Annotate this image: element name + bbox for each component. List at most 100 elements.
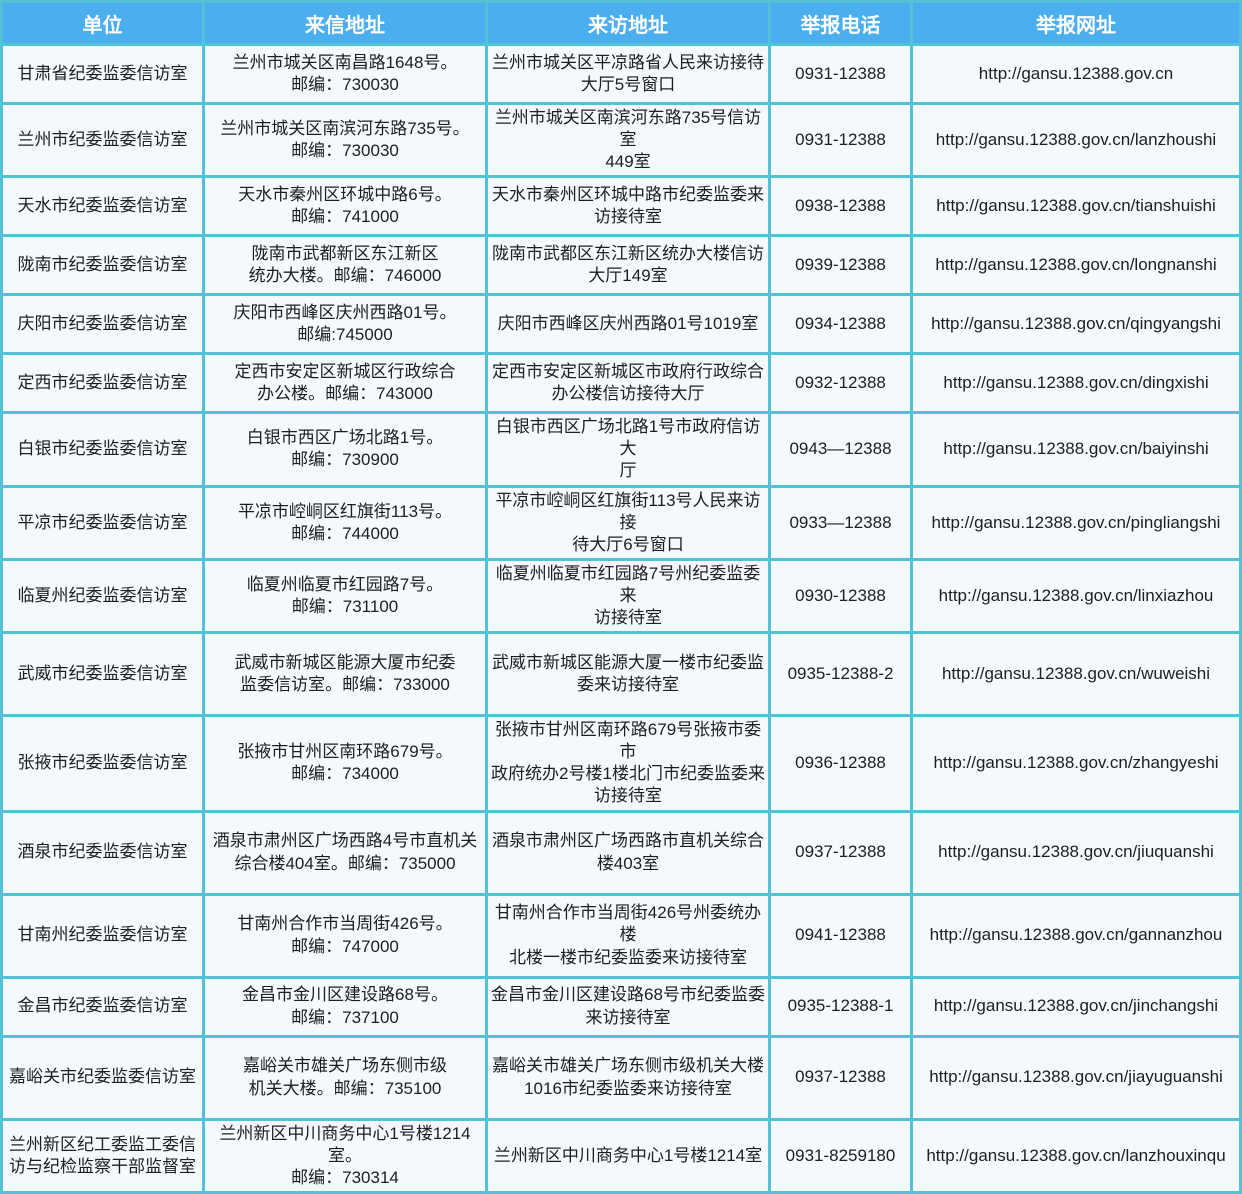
- visit-address-cell: 兰州新区中川商务中心1号楼1214室: [488, 1120, 768, 1191]
- report-website-cell: http://gansu.12388.gov.cn/linxiazhou: [913, 560, 1239, 632]
- table-row: 武威市纪委监委信访室 武威市新城区能源大厦市纪委 监委信访室。邮编：733000 武…: [3, 634, 1239, 715]
- report-website-cell: http://gansu.12388.gov.cn/jiayuguanshi: [913, 1037, 1239, 1118]
- report-phone-cell: 0939-12388: [771, 237, 910, 294]
- header-row: 单位 来信地址 来访地址 举报电话 举报网址: [3, 3, 1239, 43]
- visit-address-cell: 庆阳市西峰区庆州西路01号1019室: [488, 296, 768, 353]
- report-phone-cell: 0931-12388: [771, 46, 910, 102]
- visit-address-cell: 兰州市城关区南滨河东路735号信访室 449室: [488, 105, 768, 176]
- report-phone-cell: 0934-12388: [771, 296, 910, 353]
- mail-address-cell: 庆阳市西峰区庆州西路01号。 邮编:745000: [205, 296, 485, 353]
- table-row: 张掖市纪委监委信访室 张掖市甘州区南环路679号。 邮编：734000 张掖市甘州区…: [3, 717, 1239, 810]
- table-row: 定西市纪委监委信访室 定西市安定区新城区行政综合 办公楼。邮编：743000 定西市…: [3, 355, 1239, 412]
- mail-address-cell: 兰州市城关区南滨河东路735号。 邮编：730030: [205, 105, 485, 176]
- unit-cell: 天水市纪委监委信访室: [3, 178, 202, 235]
- mail-address-cell: 武威市新城区能源大厦市纪委 监委信访室。邮编：733000: [205, 634, 485, 715]
- report-phone-cell: 0931-8259180: [771, 1120, 910, 1191]
- unit-cell: 酒泉市纪委监委信访室: [3, 812, 202, 893]
- report-website-cell: http://gansu.12388.gov.cn/baiyinshi: [913, 414, 1239, 485]
- table-row: 陇南市纪委监委信访室 陇南市武都新区东江新区 统办大楼。邮编：746000 陇南市武…: [3, 237, 1239, 294]
- unit-cell: 庆阳市纪委监委信访室: [3, 296, 202, 353]
- report-phone-cell: 0937-12388: [771, 1037, 910, 1118]
- unit-cell: 临夏州纪委监委信访室: [3, 560, 202, 632]
- mail-address-cell: 平凉市崆峒区红旗街113号。 邮编：744000: [205, 487, 485, 558]
- visit-address-cell: 临夏州临夏市红园路7号州纪委监委来 访接待室: [488, 560, 768, 632]
- report-website-cell: http://gansu.12388.gov.cn/jiuquanshi: [913, 812, 1239, 893]
- report-phone-cell: 0937-12388: [771, 812, 910, 893]
- report-phone-cell: 0943—12388: [771, 414, 910, 485]
- report-phone-cell: 0930-12388: [771, 560, 910, 632]
- visit-address-cell: 武威市新城区能源大厦一楼市纪委监 委来访接待室: [488, 634, 768, 715]
- table-row: 甘肃省纪委监委信访室 兰州市城关区南昌路1648号。 邮编：730030 兰州市城关…: [3, 46, 1239, 102]
- visit-address-cell: 定西市安定区新城区市政府行政综合 办公楼信访接待大厅: [488, 355, 768, 412]
- report-website-cell: http://gansu.12388.gov.cn/gannanzhou: [913, 895, 1239, 976]
- table-row: 庆阳市纪委监委信访室 庆阳市西峰区庆州西路01号。 邮编:745000 庆阳市西峰区…: [3, 296, 1239, 353]
- table-row: 嘉峪关市纪委监委信访室 嘉峪关市雄关广场东侧市级 机关大楼。邮编：735100 嘉峪…: [3, 1037, 1239, 1118]
- unit-cell: 甘肃省纪委监委信访室: [3, 46, 202, 102]
- report-website-cell: http://gansu.12388.gov.cn/lanzhoushi: [913, 105, 1239, 176]
- report-website-cell: http://gansu.12388.gov.cn/tianshuishi: [913, 178, 1239, 235]
- mail-address-cell: 临夏州临夏市红园路7号。 邮编：731100: [205, 560, 485, 632]
- report-website-cell: http://gansu.12388.gov.cn/lanzhouxinqu: [913, 1120, 1239, 1191]
- unit-cell: 武威市纪委监委信访室: [3, 634, 202, 715]
- table-row: 金昌市纪委监委信访室 金昌市金川区建设路68号。 邮编：737100 金昌市金川区建…: [3, 978, 1239, 1035]
- report-phone-cell: 0933—12388: [771, 487, 910, 558]
- table-row: 白银市纪委监委信访室 白银市西区广场北路1号。 邮编：730900 白银市西区广场北…: [3, 414, 1239, 485]
- table-row: 平凉市纪委监委信访室 平凉市崆峒区红旗街113号。 邮编：744000 平凉市崆峒区…: [3, 487, 1239, 558]
- mail-address-cell: 甘南州合作市当周街426号。 邮编：747000: [205, 895, 485, 976]
- visit-address-cell: 甘南州合作市当周街426号州委统办楼 北楼一楼市纪委监委来访接待室: [488, 895, 768, 976]
- report-phone-cell: 0938-12388: [771, 178, 910, 235]
- visit-address-cell: 天水市秦州区环城中路市纪委监委来 访接待室: [488, 178, 768, 235]
- mail-address-cell: 酒泉市肃州区广场西路4号市直机关 综合楼404室。邮编：735000: [205, 812, 485, 893]
- visit-address-cell: 酒泉市肃州区广场西路市直机关综合 楼403室: [488, 812, 768, 893]
- mail-address-cell: 兰州新区中川商务中心1号楼1214室。 邮编：730314: [205, 1120, 485, 1191]
- report-phone-cell: 0935-12388-1: [771, 978, 910, 1035]
- report-phone-cell: 0931-12388: [771, 105, 910, 176]
- table-row: 临夏州纪委监委信访室 临夏州临夏市红园路7号。 邮编：731100 临夏州临夏市红园…: [3, 560, 1239, 632]
- unit-cell: 陇南市纪委监委信访室: [3, 237, 202, 294]
- report-website-cell: http://gansu.12388.gov.cn/pingliangshi: [913, 487, 1239, 558]
- mail-address-cell: 嘉峪关市雄关广场东侧市级 机关大楼。邮编：735100: [205, 1037, 485, 1118]
- table-row: 酒泉市纪委监委信访室 酒泉市肃州区广场西路4号市直机关 综合楼404室。邮编：73…: [3, 812, 1239, 893]
- report-website-cell: http://gansu.12388.gov.cn/qingyangshi: [913, 296, 1239, 353]
- report-website-cell: http://gansu.12388.gov.cn/jinchangshi: [913, 978, 1239, 1035]
- visit-address-cell: 金昌市金川区建设路68号市纪委监委 来访接待室: [488, 978, 768, 1035]
- mail-address-cell: 定西市安定区新城区行政综合 办公楼。邮编：743000: [205, 355, 485, 412]
- report-phone-cell: 0941-12388: [771, 895, 910, 976]
- mail-address-cell: 兰州市城关区南昌路1648号。 邮编：730030: [205, 46, 485, 102]
- visit-address-cell: 嘉峪关市雄关广场东侧市级机关大楼 1016市纪委监委来访接待室: [488, 1037, 768, 1118]
- report-phone-cell: 0936-12388: [771, 717, 910, 810]
- visit-address-cell: 张掖市甘州区南环路679号张掖市委市 政府统办2号楼1楼北门市纪委监委来 访接待…: [488, 717, 768, 810]
- visit-address-cell: 兰州市城关区平凉路省人民来访接待 大厅5号窗口: [488, 46, 768, 102]
- visit-address-cell: 白银市西区广场北路1号市政府信访大 厅: [488, 414, 768, 485]
- column-header-report-phone: 举报电话: [771, 3, 910, 43]
- table-row: 兰州新区纪工委监工委信访与纪检监察干部监督室 兰州新区中川商务中心1号楼1214室…: [3, 1120, 1239, 1191]
- table-body: 甘肃省纪委监委信访室 兰州市城关区南昌路1648号。 邮编：730030 兰州市城关…: [3, 46, 1239, 1191]
- unit-cell: 定西市纪委监委信访室: [3, 355, 202, 412]
- unit-cell: 张掖市纪委监委信访室: [3, 717, 202, 810]
- unit-cell: 平凉市纪委监委信访室: [3, 487, 202, 558]
- unit-cell: 嘉峪关市纪委监委信访室: [3, 1037, 202, 1118]
- mail-address-cell: 白银市西区广场北路1号。 邮编：730900: [205, 414, 485, 485]
- unit-cell: 甘南州纪委监委信访室: [3, 895, 202, 976]
- mail-address-cell: 金昌市金川区建设路68号。 邮编：737100: [205, 978, 485, 1035]
- column-header-mail-address: 来信地址: [205, 3, 485, 43]
- unit-cell: 兰州市纪委监委信访室: [3, 105, 202, 176]
- visit-address-cell: 陇南市武都区东江新区统办大楼信访 大厅149室: [488, 237, 768, 294]
- column-header-visit-address: 来访地址: [488, 3, 768, 43]
- report-website-cell: http://gansu.12388.gov.cn: [913, 46, 1239, 102]
- unit-cell: 白银市纪委监委信访室: [3, 414, 202, 485]
- mail-address-cell: 陇南市武都新区东江新区 统办大楼。邮编：746000: [205, 237, 485, 294]
- table-row: 兰州市纪委监委信访室 兰州市城关区南滨河东路735号。 邮编：730030 兰州市城…: [3, 105, 1239, 176]
- mail-address-cell: 张掖市甘州区南环路679号。 邮编：734000: [205, 717, 485, 810]
- unit-cell: 金昌市纪委监委信访室: [3, 978, 202, 1035]
- visit-address-cell: 平凉市崆峒区红旗街113号人民来访接 待大厅6号窗口: [488, 487, 768, 558]
- report-phone-cell: 0935-12388-2: [771, 634, 910, 715]
- report-website-cell: http://gansu.12388.gov.cn/wuweishi: [913, 634, 1239, 715]
- report-website-cell: http://gansu.12388.gov.cn/zhangyeshi: [913, 717, 1239, 810]
- table-row: 天水市纪委监委信访室 天水市秦州区环城中路6号。 邮编：741000 天水市秦州区环…: [3, 178, 1239, 235]
- table-row: 甘南州纪委监委信访室 甘南州合作市当周街426号。 邮编：747000 甘南州合作市…: [3, 895, 1239, 976]
- unit-cell: 兰州新区纪工委监工委信访与纪检监察干部监督室: [3, 1120, 202, 1191]
- report-website-cell: http://gansu.12388.gov.cn/longnanshi: [913, 237, 1239, 294]
- report-website-cell: http://gansu.12388.gov.cn/dingxishi: [913, 355, 1239, 412]
